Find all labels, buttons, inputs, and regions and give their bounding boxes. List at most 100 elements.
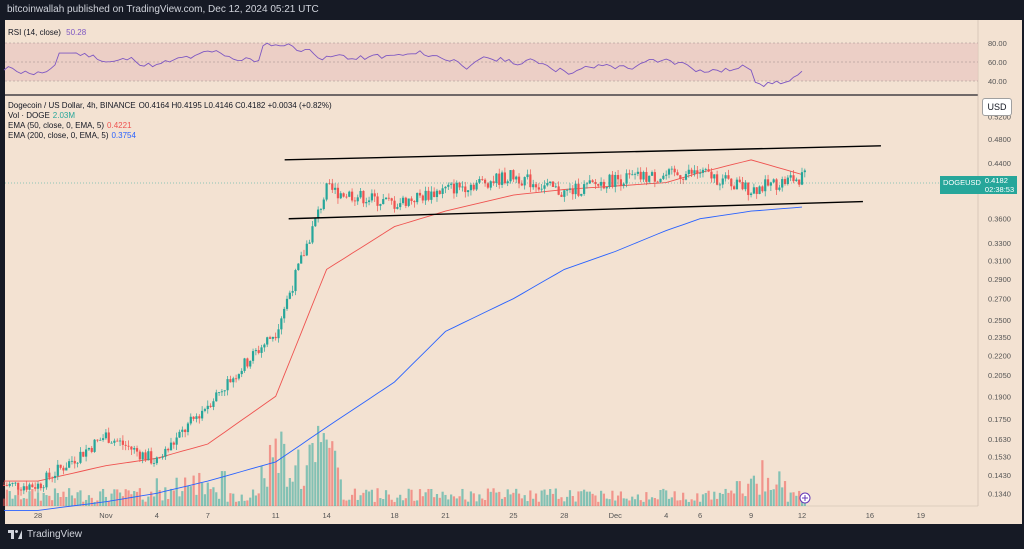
volume-bar — [246, 500, 249, 506]
candle-body — [70, 460, 74, 462]
ema200-label[interactable]: EMA (200, close, 0, EMA, 5) — [8, 131, 109, 140]
volume-bar — [172, 490, 175, 506]
candle-body — [701, 169, 705, 173]
time-axis-label: 6 — [698, 511, 702, 520]
candle-body — [478, 179, 481, 183]
volume-bar — [353, 488, 357, 506]
candle-body — [141, 452, 144, 460]
volume-bar — [240, 494, 243, 506]
volume-bar — [588, 491, 591, 506]
volume-bar — [45, 495, 48, 506]
candle-body — [164, 448, 167, 457]
volume-bar — [670, 497, 673, 506]
volume-bar — [82, 501, 85, 506]
candle-body — [260, 347, 263, 353]
candle-body — [475, 182, 478, 190]
volume-bar — [517, 493, 521, 506]
candle-body — [135, 448, 139, 452]
volume-bar — [220, 471, 224, 506]
volume-bar — [359, 495, 362, 506]
candle-body — [602, 181, 606, 189]
volume-bar — [481, 498, 484, 506]
volume-bar — [730, 490, 733, 506]
publisher-bar: bitcoinwallah published on TradingView.c… — [2, 0, 1022, 20]
price-axis-tick: 0.2500 — [988, 316, 1011, 325]
candle-body — [36, 483, 40, 489]
candle-body — [138, 451, 141, 460]
volume-bar — [350, 494, 354, 506]
candle-body — [588, 180, 591, 184]
candle-body — [59, 464, 62, 468]
volume-bar — [616, 495, 620, 506]
volume-bar — [401, 500, 405, 506]
rsi-line — [3, 42, 803, 88]
candle-body — [447, 184, 450, 187]
volume-bar — [515, 488, 518, 506]
volume-bar — [557, 498, 560, 506]
tradingview-logo[interactable]: TradingView — [8, 529, 82, 540]
main-legend[interactable]: Dogecoin / US Dollar, 4h, BINANCE O0.4164… — [8, 101, 335, 141]
candle-body — [17, 482, 20, 490]
candle-body — [45, 472, 48, 488]
volume-bar — [789, 492, 792, 506]
price-axis-tick: 0.1630 — [988, 435, 1011, 444]
volume-bar — [229, 493, 232, 506]
candle-body — [616, 174, 620, 180]
candle-body — [274, 336, 277, 339]
ema50-label[interactable]: EMA (50, close, 0, EMA, 5) — [8, 121, 105, 130]
candle-body — [738, 179, 741, 183]
candle-body — [458, 182, 461, 188]
time-axis-label: 4 — [664, 511, 668, 520]
candle-body — [693, 170, 696, 174]
candle-body — [85, 449, 88, 457]
candle-body — [288, 292, 291, 299]
candle-body — [670, 168, 673, 170]
candle-body — [127, 445, 130, 447]
scroll-to-realtime-button[interactable] — [799, 492, 811, 504]
candle-body — [118, 440, 122, 442]
volume-bar — [376, 488, 379, 506]
currency-button[interactable]: USD — [982, 98, 1012, 116]
candle-body — [724, 175, 727, 179]
tradingview-brand: TradingView — [27, 529, 83, 540]
candle-body — [783, 179, 787, 185]
volume-label[interactable]: Vol · DOGE — [8, 111, 50, 120]
volume-bar — [308, 444, 311, 506]
candle-body — [421, 195, 424, 201]
candle-body — [396, 207, 399, 209]
time-axis-label: 14 — [322, 511, 330, 520]
candle-body — [266, 337, 269, 345]
candle-body — [175, 437, 178, 445]
volume-bar — [450, 494, 453, 506]
rsi-legend[interactable]: RSI (14, close) 50.28 — [8, 28, 89, 37]
volume-bar — [158, 490, 161, 506]
candle-body — [769, 182, 772, 186]
volume-bar — [424, 492, 427, 506]
volume-bar — [696, 493, 699, 506]
price-axis-tick: 0.1340 — [988, 489, 1011, 498]
candle-body — [653, 172, 656, 182]
volume-bar — [492, 488, 495, 506]
candle-body — [325, 183, 328, 200]
candle-body — [373, 193, 376, 197]
symbol-title[interactable]: Dogecoin / US Dollar, 4h, BINANCE — [8, 101, 136, 110]
volume-bar — [764, 491, 767, 506]
candle-body — [22, 486, 25, 491]
volume-bar — [249, 497, 252, 506]
candle-body — [339, 193, 342, 199]
volume-bar — [775, 484, 778, 506]
candle-body — [775, 179, 778, 190]
volume-bar — [68, 488, 71, 506]
volume-bar — [181, 491, 184, 506]
volume-bar — [300, 488, 303, 506]
volume-bar — [348, 499, 351, 506]
candle-body — [713, 174, 716, 179]
candle-body — [803, 170, 806, 173]
volume-bar — [56, 493, 59, 506]
price-axis-tick: 0.5200 — [988, 113, 1011, 122]
candle-body — [608, 174, 611, 188]
rsi-axis-tick: 40.00 — [988, 77, 1007, 86]
volume-bar — [121, 496, 124, 506]
